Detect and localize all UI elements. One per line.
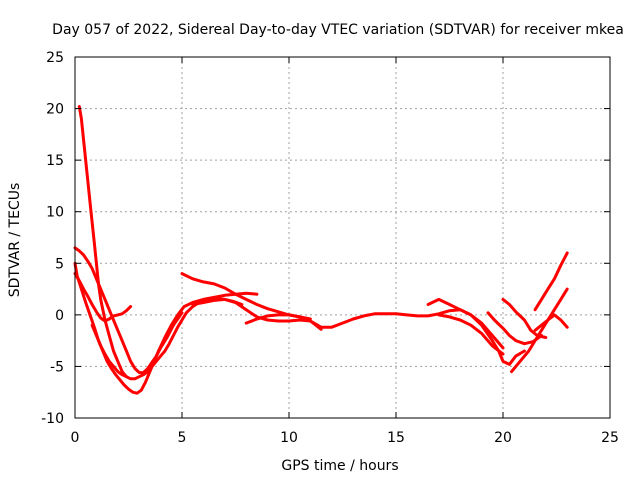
y-tick-label: 10: [46, 205, 64, 221]
y-axis-label: SDTVAR / TECUs: [7, 183, 23, 298]
series-arc-6: [180, 272, 505, 350]
series-arc-7: [191, 297, 323, 331]
series-arc-13: [510, 287, 569, 374]
x-tick-label: 20: [494, 430, 512, 446]
series-arc-4: [73, 272, 133, 323]
series-arc-2: [73, 261, 259, 395]
series-arc-9: [426, 297, 526, 366]
plot-frame: [74, 56, 611, 419]
series-arc-11: [486, 311, 543, 346]
data-series: [73, 105, 569, 395]
y-axis-ticks: -10 -5 0 5 10 15 20 25: [41, 50, 610, 427]
x-tick-label: 15: [387, 430, 405, 446]
y-tick-label: 25: [46, 50, 64, 66]
series-arc-14: [533, 251, 569, 312]
chart-title: Day 057 of 2022, Sidereal Day-to-day VTE…: [52, 22, 624, 38]
y-tick-label: 15: [46, 153, 64, 169]
y-tick-label: -5: [50, 359, 64, 375]
x-axis-label: GPS time / hours: [281, 458, 398, 474]
x-tick-label: 5: [178, 430, 187, 446]
series-arc-3: [73, 246, 184, 375]
series-arc-15: [533, 313, 569, 332]
series-arc-10: [437, 313, 505, 356]
y-tick-label: 5: [55, 256, 64, 272]
y-tick-label: 20: [46, 102, 64, 118]
x-tick-label: 0: [71, 430, 80, 446]
series-arc-8: [244, 313, 312, 325]
x-tick-label: 25: [601, 430, 619, 446]
y-tick-label: -10: [41, 411, 64, 427]
x-axis-ticks: 0 5 10 15 20 25: [71, 57, 619, 446]
x-tick-label: 10: [280, 430, 298, 446]
y-tick-label: 0: [55, 308, 64, 324]
